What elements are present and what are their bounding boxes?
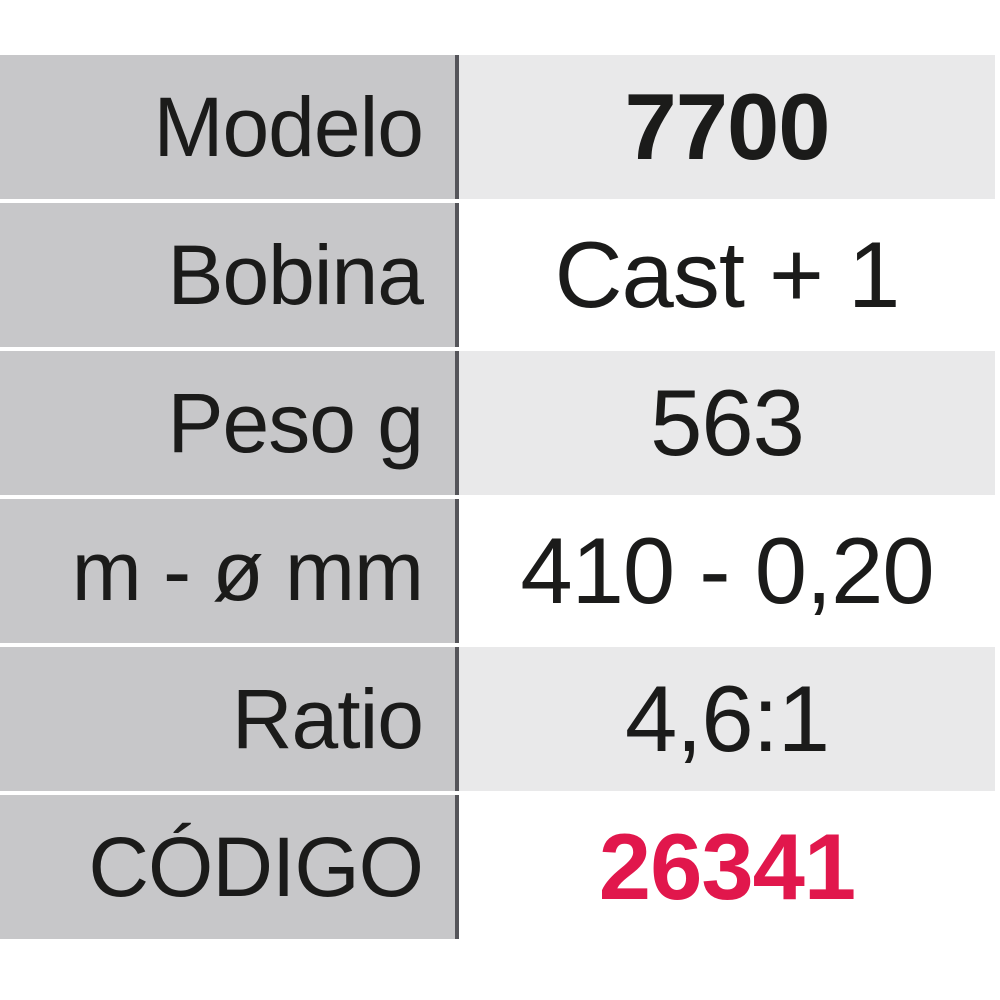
table-row: Ratio 4,6:1 (0, 647, 995, 791)
row-label: CÓDIGO (0, 795, 455, 939)
column-divider (455, 499, 459, 643)
row-value: 26341 (459, 795, 995, 939)
column-divider (455, 795, 459, 939)
row-value: 4,6:1 (459, 647, 995, 791)
column-divider (455, 351, 459, 495)
row-label: Peso g (0, 351, 455, 495)
column-divider (455, 203, 459, 347)
table-row: m - ø mm 410 - 0,20 (0, 499, 995, 643)
row-value: 563 (459, 351, 995, 495)
table-row: CÓDIGO 26341 (0, 795, 995, 939)
column-divider (455, 647, 459, 791)
table-row: Modelo 7700 (0, 55, 995, 199)
row-value: 410 - 0,20 (459, 499, 995, 643)
row-label: Bobina (0, 203, 455, 347)
row-label: Ratio (0, 647, 455, 791)
row-value: Cast + 1 (459, 203, 995, 347)
column-divider (455, 55, 459, 199)
row-value: 7700 (459, 55, 995, 199)
table-row: Bobina Cast + 1 (0, 203, 995, 347)
row-label: m - ø mm (0, 499, 455, 643)
spec-table: Modelo 7700 Bobina Cast + 1 Peso g 563 m… (0, 55, 995, 939)
table-row: Peso g 563 (0, 351, 995, 495)
row-label: Modelo (0, 55, 455, 199)
